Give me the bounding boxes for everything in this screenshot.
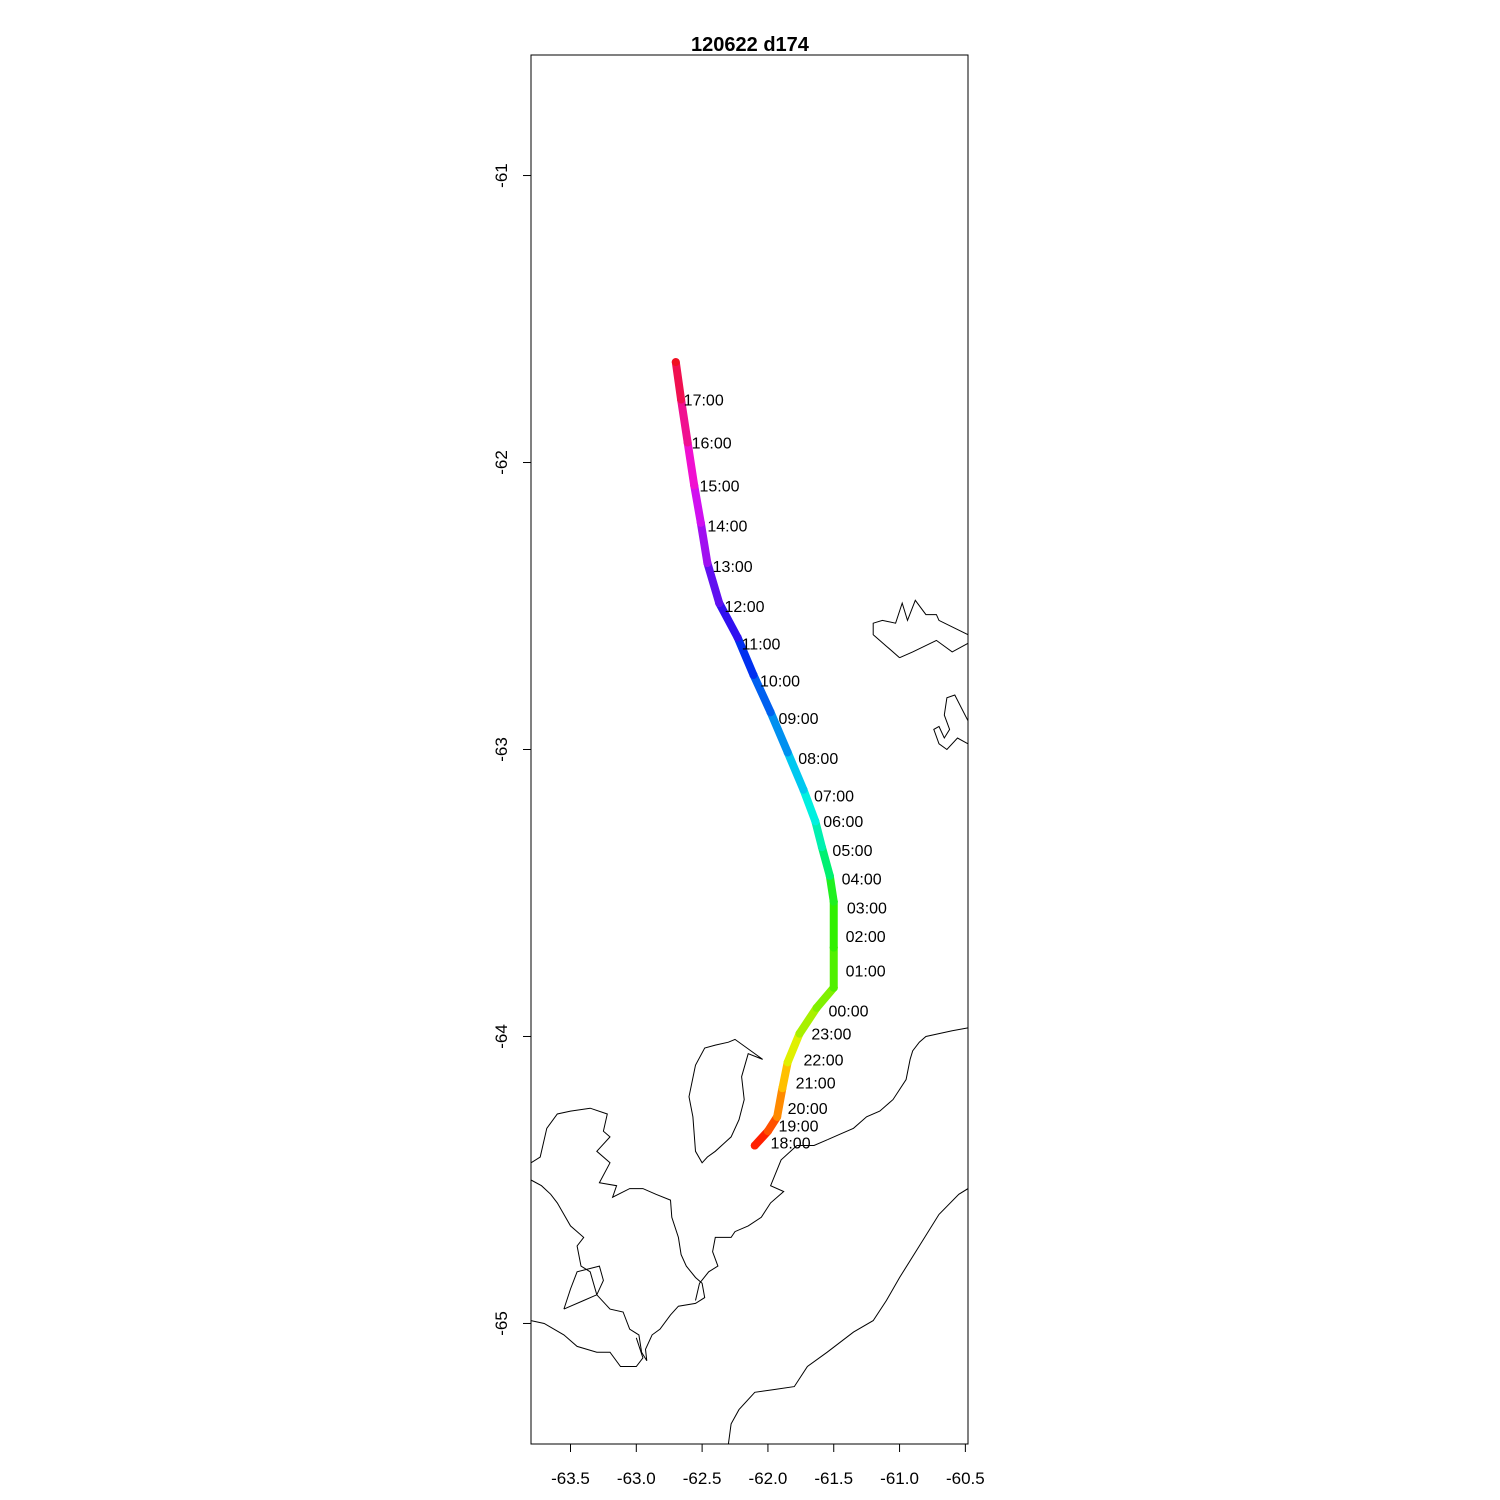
time-label: 13:00: [713, 559, 753, 576]
chart-title: 120622 d174: [691, 34, 810, 56]
track-segment: [811, 817, 826, 852]
time-label: 16:00: [692, 435, 732, 452]
time-label: 11:00: [742, 636, 781, 653]
track-point: [763, 1127, 772, 1136]
track-point: [671, 358, 680, 367]
track-point: [829, 897, 838, 906]
coastline-layer: [531, 599, 968, 1444]
time-label: 02:00: [846, 929, 886, 946]
track-point: [799, 785, 808, 794]
x-tick-label: -63.0: [617, 1469, 656, 1488]
time-label: 17:00: [684, 392, 724, 409]
time-label: 14:00: [707, 519, 747, 536]
track-point: [696, 518, 705, 527]
y-tick-label: -64: [492, 1024, 511, 1049]
track-segment: [783, 1029, 804, 1067]
track-segment: [773, 1084, 787, 1121]
track-point: [749, 670, 758, 679]
track-point: [683, 438, 692, 447]
track-segment: [749, 670, 775, 717]
track-segment: [671, 358, 686, 404]
track-point: [690, 481, 699, 490]
track-segment: [703, 558, 724, 608]
x-tick-label: -63.5: [551, 1469, 590, 1488]
coastline-4: [563, 1265, 604, 1310]
time-label: 15:00: [699, 478, 739, 495]
track-segment: [683, 438, 699, 490]
track-point: [811, 817, 820, 826]
coastline-2: [688, 1038, 763, 1164]
track-point: [829, 983, 838, 992]
track-segment: [715, 599, 742, 642]
time-label: 08:00: [798, 751, 838, 768]
time-label: 10:00: [760, 674, 800, 691]
track-point: [812, 1003, 821, 1012]
time-label: 01:00: [846, 963, 886, 980]
track-segment: [783, 748, 808, 794]
y-tick-label: -61: [492, 163, 511, 188]
track-segment: [825, 871, 838, 906]
time-label: 07:00: [814, 788, 854, 805]
plot-frame: [530, 54, 969, 1445]
y-axis: -61 -62 -63 -64 -65: [492, 163, 532, 1336]
track-point: [733, 633, 742, 642]
track-segment: [817, 843, 834, 880]
x-tick-label: -62.0: [749, 1469, 788, 1488]
y-tick-label: -65: [492, 1311, 511, 1336]
time-label: 06:00: [823, 814, 863, 831]
track-segment: [690, 481, 705, 527]
track-point: [715, 599, 724, 608]
trajectory-track: [671, 358, 838, 1150]
time-label: 03:00: [847, 900, 887, 917]
track-point: [829, 943, 838, 952]
coastline-7: [695, 1139, 828, 1301]
track-point: [817, 843, 826, 852]
time-label: 23:00: [811, 1027, 851, 1044]
x-axis: -63.5 -63.0 -62.5 -62.0 -61.5 -61.0 -60.5: [551, 1443, 985, 1488]
track-segment: [677, 395, 692, 447]
track-segment: [795, 1003, 821, 1038]
time-label: 04:00: [842, 872, 882, 889]
track-segment: [766, 708, 792, 757]
track-point: [703, 558, 712, 567]
x-tick-label: -61.5: [814, 1469, 853, 1488]
track-point: [773, 1112, 782, 1121]
time-labels: 17:00 16:00 15:00 14:00 13:00 12:00 11:00 10:00…: [684, 392, 887, 1152]
coastline-5: [531, 1320, 644, 1367]
time-label: 00:00: [828, 1004, 868, 1021]
coastline-3: [531, 1107, 706, 1362]
time-label: 22:00: [803, 1052, 843, 1069]
track-point: [766, 708, 775, 717]
track-segment: [799, 785, 820, 826]
coastline-1: [933, 694, 968, 751]
x-tick-label: -60.5: [946, 1469, 985, 1488]
x-tick-label: -61.0: [880, 1469, 919, 1488]
coastline-0: [872, 599, 968, 659]
time-label: 12:00: [724, 599, 764, 616]
track-point: [795, 1029, 804, 1038]
track-segment: [733, 633, 758, 679]
track-segment: [812, 983, 838, 1012]
track-point: [825, 871, 834, 880]
y-tick-label: -62: [492, 450, 511, 475]
x-tick-label: -62.5: [683, 1469, 722, 1488]
time-label: 05:00: [832, 843, 872, 860]
track-point: [778, 1084, 787, 1093]
time-label: 09:00: [778, 711, 818, 728]
track-point: [783, 748, 792, 757]
track-point: [677, 395, 686, 404]
track-point: [750, 1141, 759, 1150]
time-label: 18:00: [771, 1136, 811, 1153]
y-tick-label: -63: [492, 737, 511, 762]
coastline-8: [827, 1027, 968, 1141]
time-label: 20:00: [788, 1101, 828, 1118]
track-point: [783, 1058, 792, 1067]
coastline-6: [727, 1188, 968, 1444]
time-label: 21:00: [796, 1075, 836, 1092]
track-segment: [696, 518, 712, 567]
track-segment: [778, 1058, 792, 1093]
time-label: 19:00: [778, 1118, 818, 1135]
